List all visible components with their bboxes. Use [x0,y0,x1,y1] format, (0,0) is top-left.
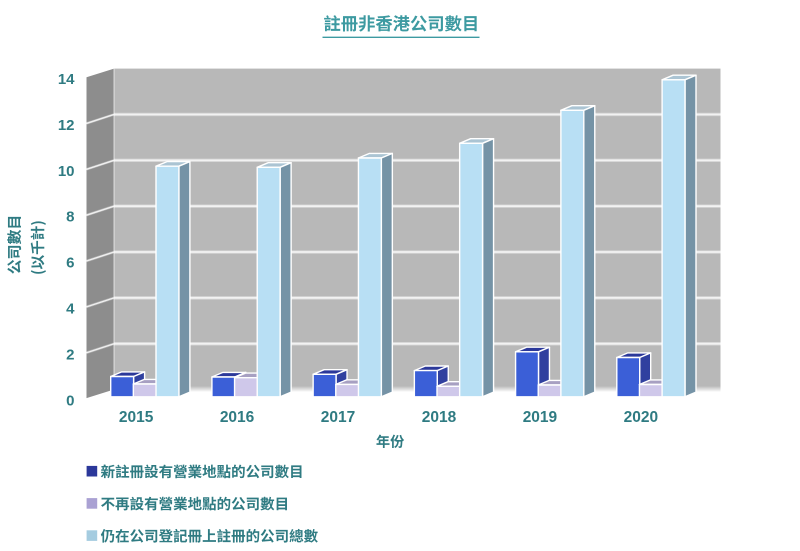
svg-text:2018: 2018 [422,409,457,426]
svg-text:2: 2 [66,346,74,363]
svg-text:8: 8 [66,209,74,226]
svg-text:6: 6 [66,255,74,272]
svg-text:2020: 2020 [624,409,658,426]
svg-text:4: 4 [66,301,75,318]
svg-text:2017: 2017 [321,409,355,426]
svg-text:10: 10 [58,163,75,180]
svg-text:12: 12 [58,117,75,134]
svg-text:0: 0 [66,392,74,409]
svg-text:2015: 2015 [119,409,154,426]
svg-text:2019: 2019 [523,409,558,426]
svg-text:14: 14 [58,71,75,88]
svg-text:2016: 2016 [220,409,255,426]
